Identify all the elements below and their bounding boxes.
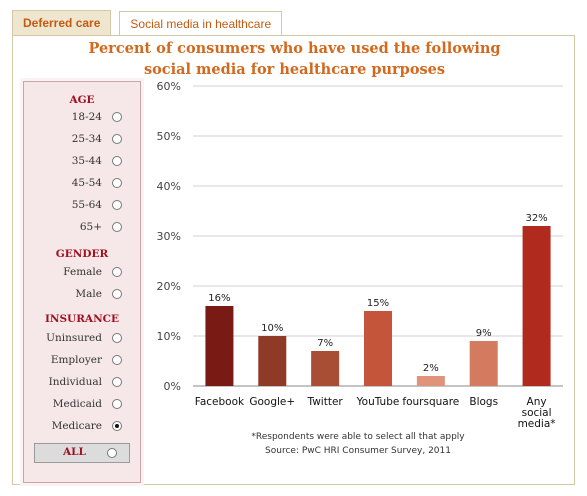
y-tick-label: 40%: [157, 180, 181, 193]
y-tick-label: 60%: [157, 81, 181, 93]
chart-title: Percent of consumers who have used the f…: [13, 38, 576, 80]
filter-option-male[interactable]: Male: [24, 285, 124, 305]
filter-option-label: 25-34: [71, 133, 102, 145]
filter-option-label: 65+: [79, 221, 102, 233]
bar: [311, 351, 340, 386]
filter-option-individual[interactable]: Individual: [24, 373, 124, 393]
x-category-label: Twitter: [307, 396, 344, 408]
radio-button[interactable]: [107, 448, 117, 458]
chart-title-line2: social media for healthcare purposes: [143, 61, 446, 78]
filter-option-female[interactable]: Female: [24, 263, 124, 283]
footnote-respondents: *Respondents were able to select all tha…: [251, 432, 465, 442]
bar-value-label: 7%: [317, 338, 333, 349]
y-tick-label: 50%: [157, 130, 181, 143]
bar: [364, 311, 392, 386]
filter-option-label: 35-44: [71, 155, 102, 167]
y-tick-label: 0%: [164, 380, 181, 393]
filter-option-age-35-44[interactable]: 35-44: [24, 152, 124, 172]
filter-option-medicaid[interactable]: Medicaid: [24, 395, 124, 415]
bar-value-label: 32%: [525, 213, 547, 224]
filter-option-medicare[interactable]: Medicare: [24, 417, 124, 437]
x-category-label: Google+: [249, 396, 295, 408]
filter-option-label: Uninsured: [46, 332, 102, 344]
filter-option-uninsured[interactable]: Uninsured: [24, 329, 124, 349]
filter-option-label: 55-64: [71, 199, 102, 211]
tab-bar: Deferred care Social media in healthcare: [12, 10, 290, 37]
filter-option-age-45-54[interactable]: 45-54: [24, 174, 124, 194]
radio-button-selected[interactable]: [112, 421, 122, 431]
y-tick-label: 10%: [157, 330, 181, 343]
x-category-label: Any social media*: [518, 396, 556, 430]
radio-button[interactable]: [112, 134, 122, 144]
radio-button[interactable]: [112, 333, 122, 343]
gender-heading: GENDER: [55, 248, 109, 260]
bar-value-label: 16%: [208, 293, 230, 304]
bar: [469, 341, 498, 386]
x-category-label: Facebook: [195, 396, 245, 408]
filter-option-age-55-64[interactable]: 55-64: [24, 196, 124, 216]
footnote-source: Source: PwC HRI Consumer Survey, 2011: [265, 446, 451, 456]
filter-option-label: Medicaid: [52, 398, 102, 410]
bar: [258, 336, 287, 386]
radio-button[interactable]: [112, 355, 122, 365]
bar-value-label: 10%: [261, 323, 283, 334]
filter-option-label: Individual: [48, 376, 102, 388]
radio-button[interactable]: [112, 267, 122, 277]
radio-button[interactable]: [112, 156, 122, 166]
tab-deferred-care[interactable]: Deferred care: [12, 10, 112, 35]
radio-button[interactable]: [112, 200, 122, 210]
filter-option-age-18-24[interactable]: 18-24: [24, 108, 124, 128]
bar: [522, 226, 551, 386]
x-category-label: foursquare: [402, 396, 459, 408]
chart-title-line1: Percent of consumers who have used the f…: [88, 40, 501, 57]
bar-chart: 0% 10% 20% 30% 40% 50% 60% 16% Facebook 10% Google…: [157, 81, 563, 430]
content-panel: Percent of consumers who have used the f…: [12, 35, 575, 485]
radio-button[interactable]: [112, 222, 122, 232]
y-tick-label: 30%: [157, 230, 181, 243]
radio-button[interactable]: [112, 289, 122, 299]
filter-option-employer[interactable]: Employer: [24, 351, 124, 371]
radio-button[interactable]: [112, 178, 122, 188]
y-tick-label: 20%: [157, 280, 181, 293]
x-category-label: Blogs: [469, 396, 498, 408]
filter-option-label: Male: [75, 288, 102, 300]
filter-option-age-25-34[interactable]: 25-34: [24, 130, 124, 150]
filter-option-age-65-plus[interactable]: 65+: [24, 218, 124, 238]
radio-button[interactable]: [112, 399, 122, 409]
insurance-heading: INSURANCE: [44, 313, 120, 325]
filter-option-label: Female: [63, 266, 102, 278]
filter-option-label: Medicare: [51, 420, 102, 432]
all-filter-button[interactable]: ALL: [34, 443, 130, 463]
age-heading: AGE: [69, 94, 95, 106]
bar: [416, 376, 445, 386]
filter-option-label: Employer: [50, 354, 102, 366]
all-filter-label: ALL: [63, 446, 86, 458]
bar: [205, 306, 234, 386]
filter-sidebar: AGE 18-24 25-34 35-44 45-54 55-64 65+ GE…: [23, 81, 141, 483]
bar-value-label: 2%: [423, 363, 439, 374]
filter-option-label: 45-54: [71, 177, 102, 189]
bar-value-label: 9%: [476, 328, 492, 339]
radio-button[interactable]: [112, 377, 122, 387]
x-category-label: YouTube: [356, 396, 400, 408]
bar-value-label: 15%: [367, 298, 389, 309]
tab-social-media-in-healthcare[interactable]: Social media in healthcare: [119, 11, 283, 37]
radio-button[interactable]: [112, 112, 122, 122]
filter-option-label: 18-24: [71, 111, 102, 123]
